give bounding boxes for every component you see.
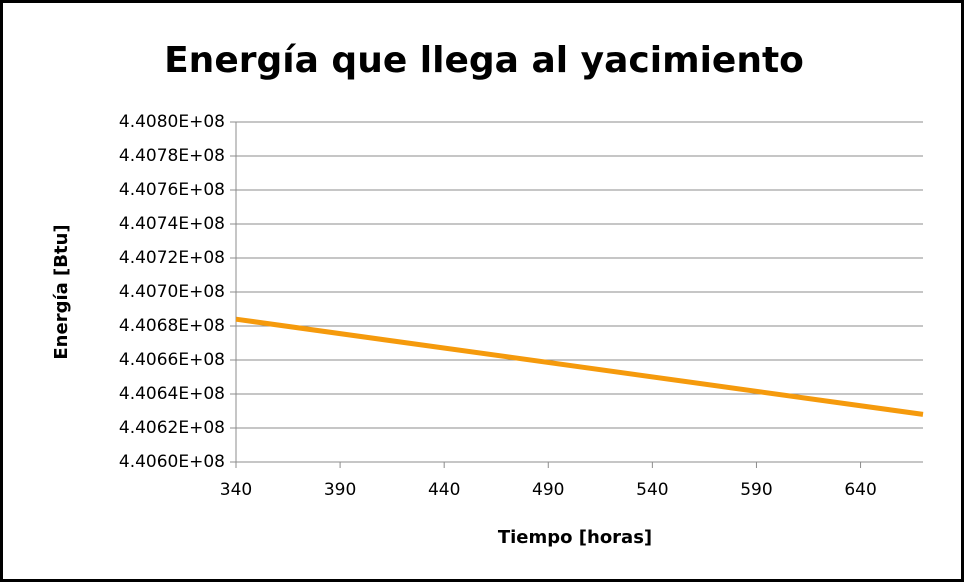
y-tick-label: 4.4066E+08 bbox=[119, 350, 225, 370]
y-axis-label: Energía [Btu] bbox=[51, 224, 72, 359]
x-tick-label: 490 bbox=[532, 480, 564, 500]
y-tick-label: 4.4074E+08 bbox=[119, 214, 225, 234]
y-tick-label: 4.4062E+08 bbox=[119, 418, 225, 438]
y-tick-label: 4.4080E+08 bbox=[119, 112, 225, 132]
x-tick-label: 340 bbox=[220, 480, 252, 500]
chart-title: Energía que llega al yacimiento bbox=[164, 40, 804, 81]
series-line bbox=[235, 316, 924, 417]
x-tick-label: 590 bbox=[740, 480, 772, 500]
x-tick-label: 640 bbox=[844, 480, 876, 500]
x-axis-label: Tiempo [horas] bbox=[498, 527, 652, 548]
y-tick-label: 4.4072E+08 bbox=[119, 248, 225, 268]
y-tick-label: 4.4060E+08 bbox=[119, 452, 225, 472]
y-tick-label: 4.4076E+08 bbox=[119, 180, 225, 200]
y-tick-label: 4.4064E+08 bbox=[119, 384, 225, 404]
y-tick-label: 4.4078E+08 bbox=[119, 146, 225, 166]
x-tick-label: 540 bbox=[636, 480, 668, 500]
y-tick-label: 4.4070E+08 bbox=[119, 282, 225, 302]
y-tick-label: 4.4068E+08 bbox=[119, 316, 225, 336]
x-tick-label: 440 bbox=[428, 480, 460, 500]
x-tick-label: 390 bbox=[324, 480, 356, 500]
